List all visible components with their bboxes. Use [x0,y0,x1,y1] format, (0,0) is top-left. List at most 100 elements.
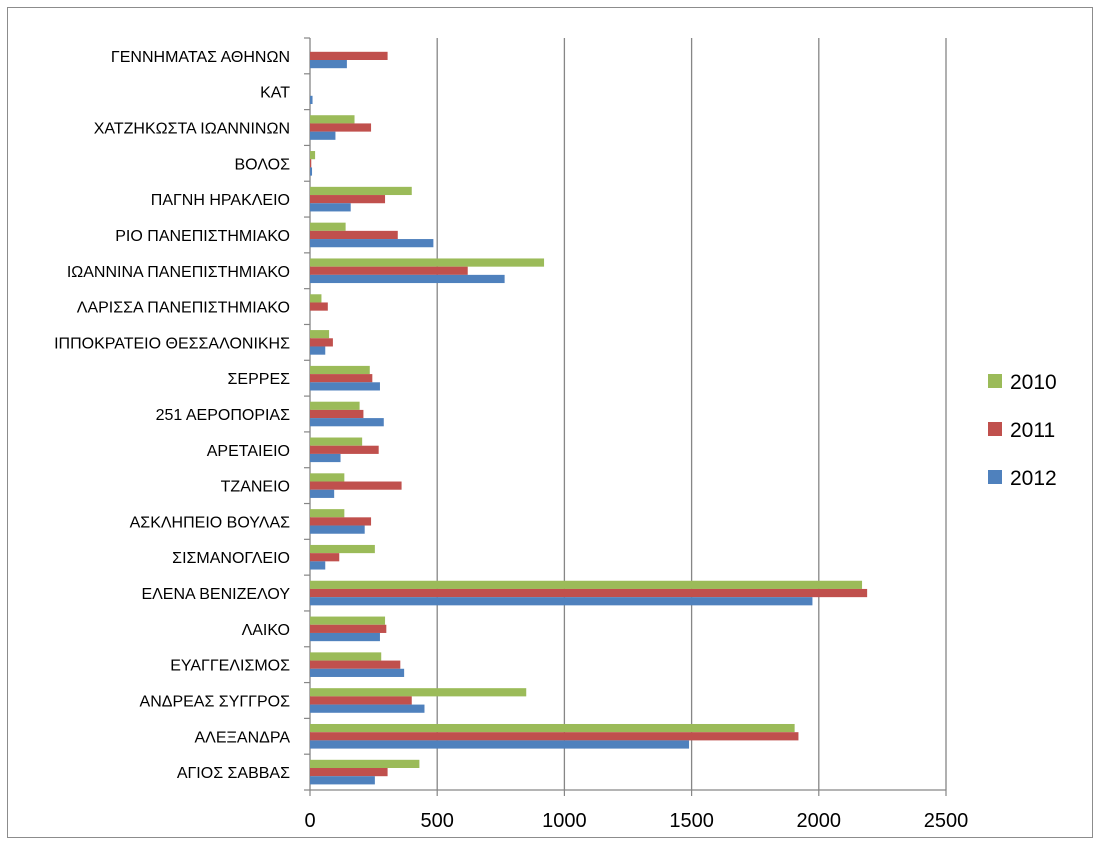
axes [304,37,947,796]
category-label: ΡΙΟ ΠΑΝΕΠΙΣΤΗΜΙΑΚΟ [115,228,290,245]
bar-2012-14 [310,561,326,570]
bar-2010-17 [310,652,382,661]
category-label: 251 ΑΕΡΟΠΟΡΙΑΣ [156,407,291,424]
category-label: ΣΕΡΡΕΣ [228,371,291,388]
bar-2010-16 [310,616,386,625]
bar-2012-6 [310,274,505,284]
bar-2011-7 [310,302,328,311]
category-label: ΑΛΕΞΑΝΔΡΑ [195,729,291,746]
legend-swatch-2012 [988,470,1002,484]
category-labels: ΓΕΝΝΗΜΑΤΑΣ ΑΘΗΝΩΝ ΚΑΤ ΧΑΤΖΗΚΩΣΤΑ ΙΩΑΝΝΙΝΩΝ… [54,49,290,782]
gridlines [436,38,947,790]
bar-2011-12 [310,481,402,490]
x-tick-label: 1500 [669,810,714,832]
bar-2012-9 [310,382,380,391]
category-label: ΑΡΕΤΑΙΕΙΟ [207,443,290,460]
category-label: ΙΠΠΟΚΡΑΤΕΙΟ ΘΕΣΣΑΛΟΝΙΚΗΣ [54,335,290,352]
bar-2010-20 [310,759,420,768]
legend-swatch-2011 [988,422,1002,436]
bar-2010-2 [310,115,355,124]
x-tick-label: 500 [421,810,454,832]
x-tick-label: 0 [304,810,315,832]
category-label: ΑΝΔΡΕΑΣ ΣΥΓΓΡΟΣ [140,694,291,711]
bars [310,51,868,785]
bar-2010-7 [310,294,322,303]
category-label: ΤΖΑΝΕΙΟ [221,479,290,496]
bar-2011-11 [310,445,379,454]
bar-2011-16 [310,624,387,633]
bar-2011-13 [310,517,372,526]
bar-2010-5 [310,222,346,231]
bar-2010-12 [310,473,345,482]
bar-2010-9 [310,365,370,375]
bar-2012-11 [310,453,341,463]
bar-2010-13 [310,509,345,518]
bar-2011-6 [310,266,468,275]
category-label: ΓΕΝΝΗΜΑΤΑΣ ΑΘΗΝΩΝ [111,49,290,66]
category-label: ΣΙΣΜΑΝΟΓΛΕΙΟ [172,550,290,567]
bar-2011-9 [310,374,373,383]
bar-2011-19 [310,732,799,741]
bar-2011-8 [310,338,333,347]
bar-2012-13 [310,525,365,534]
bar-2012-16 [310,632,380,642]
x-tick-label: 2000 [797,810,842,832]
category-label: ΠΑΓΝΗ ΗΡΑΚΛΕΙΟ [151,192,290,209]
bar-2012-1 [310,95,313,105]
bar-2012-15 [310,597,813,606]
bar-2012-10 [310,418,384,427]
bar-2010-3 [310,151,316,160]
category-label: ΛΑΙΚΟ [242,622,290,639]
bar-2012-17 [310,668,405,677]
category-label: ΕΥΑΓΓΕΛΙΣΜΟΣ [170,658,290,675]
category-label: ΙΩΑΝΝΙΝΑ ΠΑΝΕΠΙΣΤΗΜΙΑΚΟ [67,264,290,281]
bar-2011-3 [310,159,312,168]
bar-2011-20 [310,768,388,777]
category-label: ΛΑΡΙΣΣΑ ΠΑΝΕΠΙΣΤΗΜΙΑΚΟ [77,300,290,317]
bar-2011-17 [310,660,401,669]
x-tick-labels: 0 500 1000 1500 2000 2500 [304,810,968,832]
category-label: ΕΛΕΝΑ ΒΕΝΙΖΕΛΟΥ [141,586,290,603]
category-label: ΑΣΚΛΗΠΕΙΟ ΒΟΥΛΑΣ [130,514,290,531]
legend-label-2010: 2010 [1010,371,1057,394]
category-label: ΒΟΛΟΣ [234,156,290,173]
category-label: ΑΓΙΟΣ ΣΑΒΒΑΣ [177,765,290,782]
bar-2012-19 [310,740,690,749]
category-label: ΧΑΤΖΗΚΩΣΤΑ ΙΩΑΝΝΙΝΩΝ [94,121,290,138]
bar-2011-2 [310,123,372,132]
bar-2011-18 [310,696,412,705]
bar-2012-12 [310,489,335,498]
bar-2010-4 [310,186,412,196]
chart-frame [7,7,1093,838]
bar-2011-15 [310,588,868,598]
bar-2010-19 [310,723,795,733]
legend-label-2012: 2012 [1010,467,1057,490]
bar-2011-14 [310,553,340,562]
bar-2010-14 [310,544,375,554]
bar-2012-4 [310,203,351,212]
bar-2012-18 [310,704,425,713]
bar-2011-5 [310,230,398,240]
bar-2011-4 [310,195,386,204]
bar-2011-10 [310,409,364,419]
legend-swatch-2010 [988,374,1002,388]
bar-2012-20 [310,776,375,785]
bar-2012-5 [310,239,434,248]
bar-2012-8 [310,346,326,355]
bar-2010-10 [310,401,360,410]
bar-2010-8 [310,330,330,339]
bar-2010-18 [310,688,527,697]
bar-2010-6 [310,258,545,267]
bar-2010-15 [310,580,863,589]
bar-2012-2 [310,131,336,140]
legend: 2010 2011 2012 [988,371,1057,490]
category-label: ΚΑΤ [260,85,290,102]
bar-2010-11 [310,437,363,446]
legend-label-2011: 2011 [1010,419,1055,442]
bar-2012-3 [310,167,313,176]
x-tick-label: 2500 [924,810,969,832]
x-tick-label: 1000 [542,810,587,832]
bar-2011-0 [310,51,388,60]
bar-2012-0 [310,60,347,69]
